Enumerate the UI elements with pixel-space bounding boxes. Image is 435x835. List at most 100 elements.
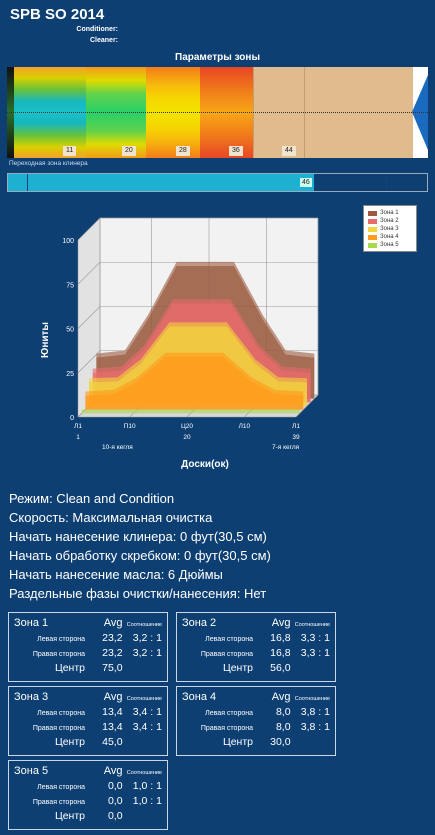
transition-end-marker <box>386 174 387 191</box>
left-avg-value: 23,2 <box>102 632 123 644</box>
center-value: 30,0 <box>270 736 291 748</box>
left-side-row: Левая сторона 16,8 3,3 : 1 <box>182 632 330 647</box>
ratio-header: Соотношение <box>126 622 162 628</box>
zone-card-header: Зона 4 Avg Соотношение <box>182 691 330 706</box>
center-label: Центр <box>54 810 85 822</box>
left-ratio-value: 1,0 : 1 <box>132 780 162 792</box>
left-side-label: Левая сторона <box>37 636 85 643</box>
right-side-label: Правая сторона <box>200 725 253 732</box>
x-tick-label: Л1 <box>292 423 300 430</box>
center-label: Центр <box>54 736 85 748</box>
mode-text: Режим: Clean and Condition <box>9 491 175 506</box>
zone-card-title: Зона 2 <box>182 617 217 629</box>
x-axis-title: Доски(ок) <box>181 459 229 470</box>
y-tick-label: 50 <box>66 327 74 334</box>
right-ratio-value: 3,2 : 1 <box>132 647 162 659</box>
legend-item: Зона 2 <box>368 217 412 225</box>
y-tick-label: 25 <box>66 371 74 378</box>
avg-header: Avg <box>103 617 123 629</box>
legend-label: Зона 4 <box>380 234 399 240</box>
gridline-depth <box>77 306 101 329</box>
page-title: SPB SO 2014 <box>10 6 105 23</box>
left-side-row: Левая сторона 0,0 1,0 : 1 <box>14 780 162 795</box>
ratio-header: Соотношение <box>126 696 162 702</box>
left-avg-value: 16,8 <box>270 632 291 644</box>
zone-marker: 20 <box>122 146 136 156</box>
center-value: 75,0 <box>102 662 123 674</box>
lane-divider <box>304 67 305 158</box>
transition-zone-fill <box>8 174 314 191</box>
legend-swatch <box>368 210 377 216</box>
zone-marker: 11 <box>63 146 77 156</box>
scraper-start-text: Начать обработку скребком: 0 фут(30,5 см… <box>9 548 271 563</box>
legend-item: Зона 3 <box>368 225 412 233</box>
zone-params-title: Параметры зоны <box>175 52 260 63</box>
transition-zone-bar: 46 <box>7 173 428 192</box>
zone-card: Зона 3 Avg Соотношение Левая сторона 13,4 3,4… <box>8 686 168 756</box>
transition-start-marker <box>27 174 28 191</box>
cleaner-label: Cleaner: <box>89 37 118 44</box>
zone-card-header: Зона 2 Avg Соотношение <box>182 617 330 632</box>
right-ratio-value: 1,0 : 1 <box>132 795 162 807</box>
avg-header: Avg <box>103 691 123 703</box>
right-side-row: Правая сторона 23,2 3,2 : 1 <box>14 647 162 662</box>
chart-legend: Зона 1 Зона 2 Зона 3 Зона 4 Зона 5 <box>363 205 417 252</box>
legend-item: Зона 5 <box>368 241 412 249</box>
zone-card-header: Зона 3 Avg Соотношение <box>14 691 162 706</box>
legend-swatch <box>368 234 377 240</box>
ratio-header: Соотношение <box>294 622 330 628</box>
right-side-row: Правая сторона 0,0 1,0 : 1 <box>14 795 162 810</box>
left-side-label: Левая сторона <box>37 710 85 717</box>
right-ratio-value: 3,4 : 1 <box>132 721 162 733</box>
right-side-row: Правая сторона 8,0 3,8 : 1 <box>182 721 330 736</box>
speed-text: Скорость: Максимальная очистка <box>9 510 213 525</box>
zone-marker: 44 <box>282 146 296 156</box>
legend-label: Зона 2 <box>380 218 399 224</box>
x-note-left: 10-я кегля <box>102 444 133 451</box>
lane-centerline <box>7 112 428 113</box>
oil-pattern-chart: 0 25 50 75 100 Л1 П10 Ц20 Л10 Л1 1 20 39 10-я кегля 7-… <box>0 200 435 480</box>
legend-item: Зона 4 <box>368 233 412 241</box>
right-side-row: Правая сторона 16,8 3,3 : 1 <box>182 647 330 662</box>
right-avg-value: 0,0 <box>107 795 123 807</box>
center-value: 45,0 <box>102 736 123 748</box>
legend-swatch <box>368 226 377 232</box>
left-side-label: Левая сторона <box>205 710 253 717</box>
y-tick-label: 0 <box>70 415 74 422</box>
zone-card-header: Зона 5 Avg Соотношение <box>14 765 162 780</box>
legend-item: Зона 1 <box>368 209 412 217</box>
zone-card-title: Зона 5 <box>14 765 49 777</box>
right-side-label: Правая сторона <box>32 799 85 806</box>
center-row: Центр 45,0 <box>14 736 162 751</box>
right-ratio-value: 3,3 : 1 <box>300 647 330 659</box>
separate-phases-text: Раздельные фазы очистки/нанесения: Нет <box>9 586 267 601</box>
y-tick-label: 75 <box>66 282 74 289</box>
x-tick-number: 39 <box>292 434 300 441</box>
left-avg-value: 8,0 <box>275 706 291 718</box>
left-ratio-value: 3,8 : 1 <box>300 706 330 718</box>
oil-start-text: Начать нанесение масла: 6 Дюймы <box>9 567 223 582</box>
oil-pattern-chart-svg: 0 25 50 75 100 Л1 П10 Ц20 Л10 Л1 1 20 39 10-я кегля 7-… <box>40 217 319 470</box>
gridline-depth <box>77 217 101 241</box>
avg-header: Avg <box>271 691 291 703</box>
left-side-row: Левая сторона 23,2 3,2 : 1 <box>14 632 162 647</box>
x-tick-label: Ц20 <box>181 423 193 430</box>
left-ratio-value: 3,2 : 1 <box>132 632 162 644</box>
zone-card-title: Зона 4 <box>182 691 217 703</box>
zone-marker: 36 <box>229 146 243 156</box>
left-side-label: Левая сторона <box>37 784 85 791</box>
legend-swatch <box>368 218 377 224</box>
center-row: Центр 75,0 <box>14 662 162 677</box>
legend-swatch <box>368 242 377 248</box>
right-avg-value: 16,8 <box>270 647 291 659</box>
series-edge-5 <box>81 409 300 414</box>
x-tick-label: Л10 <box>239 423 251 430</box>
left-side-label: Левая сторона <box>205 636 253 643</box>
center-label: Центр <box>54 662 85 674</box>
center-row: Центр 30,0 <box>182 736 330 751</box>
x-tick-number: 20 <box>183 434 191 441</box>
y-axis-title: Юниты <box>40 322 51 358</box>
center-row: Центр 0,0 <box>14 810 162 825</box>
left-side-row: Левая сторона 8,0 3,8 : 1 <box>182 706 330 721</box>
left-avg-value: 13,4 <box>102 706 123 718</box>
